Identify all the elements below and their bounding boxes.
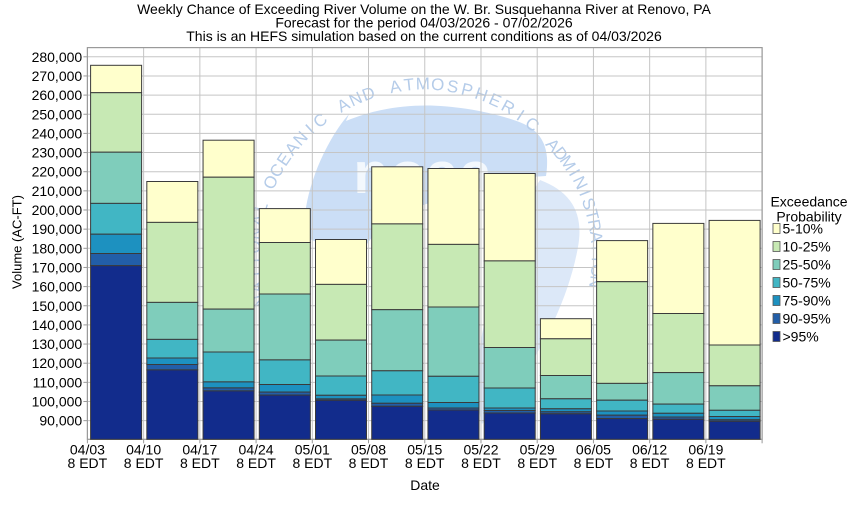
svg-text:05/08: 05/08 bbox=[351, 442, 386, 458]
svg-text:04/24: 04/24 bbox=[239, 442, 274, 458]
svg-text:8 EDT: 8 EDT bbox=[292, 455, 332, 471]
svg-text:90-95%: 90-95% bbox=[783, 311, 831, 327]
svg-text:75-90%: 75-90% bbox=[783, 293, 831, 309]
svg-text:04/10: 04/10 bbox=[126, 442, 161, 458]
svg-text:8 EDT: 8 EDT bbox=[180, 455, 220, 471]
svg-text:8 EDT: 8 EDT bbox=[517, 455, 557, 471]
svg-text:>95%: >95% bbox=[783, 329, 819, 345]
svg-text:04/03: 04/03 bbox=[70, 442, 105, 458]
svg-text:50-75%: 50-75% bbox=[783, 275, 831, 291]
svg-text:170,000: 170,000 bbox=[32, 259, 83, 275]
svg-text:130,000: 130,000 bbox=[32, 336, 83, 352]
svg-text:25-50%: 25-50% bbox=[783, 257, 831, 273]
svg-text:Volume (AC-FT): Volume (AC-FT) bbox=[10, 195, 25, 289]
svg-text:Probability: Probability bbox=[776, 208, 841, 224]
svg-text:Weekly Chance of Exceeding Riv: Weekly Chance of Exceeding River Volume … bbox=[137, 1, 711, 17]
svg-text:160,000: 160,000 bbox=[32, 279, 83, 295]
svg-text:280,000: 280,000 bbox=[32, 49, 83, 65]
svg-text:S: S bbox=[578, 195, 600, 212]
svg-text:8 EDT: 8 EDT bbox=[630, 455, 670, 471]
svg-text:M: M bbox=[415, 74, 430, 93]
svg-text:240,000: 240,000 bbox=[32, 125, 83, 141]
svg-text:8 EDT: 8 EDT bbox=[574, 455, 614, 471]
svg-text:110,000: 110,000 bbox=[33, 374, 83, 390]
svg-text:A: A bbox=[388, 76, 403, 97]
svg-text:06/12: 06/12 bbox=[632, 442, 667, 458]
svg-text:Forecast for the period 04/03/: Forecast for the period 04/03/2026 - 07/… bbox=[275, 15, 573, 31]
svg-text:260,000: 260,000 bbox=[32, 87, 83, 103]
svg-text:T: T bbox=[403, 75, 415, 95]
svg-text:05/22: 05/22 bbox=[463, 442, 498, 458]
svg-text:150,000: 150,000 bbox=[32, 298, 83, 314]
svg-text:250,000: 250,000 bbox=[32, 106, 83, 122]
svg-text:8 EDT: 8 EDT bbox=[124, 455, 164, 471]
svg-text:8 EDT: 8 EDT bbox=[461, 455, 501, 471]
svg-text:200,000: 200,000 bbox=[32, 202, 83, 218]
svg-text:05/01: 05/01 bbox=[295, 442, 330, 458]
svg-text:270,000: 270,000 bbox=[32, 68, 83, 84]
svg-text:I: I bbox=[575, 187, 594, 198]
svg-text:05/29: 05/29 bbox=[520, 442, 555, 458]
svg-text:140,000: 140,000 bbox=[32, 317, 83, 333]
svg-text:04/17: 04/17 bbox=[182, 442, 217, 458]
svg-text:Date: Date bbox=[410, 477, 440, 493]
svg-text:180,000: 180,000 bbox=[32, 240, 83, 256]
svg-text:190,000: 190,000 bbox=[32, 221, 83, 237]
svg-text:210,000: 210,000 bbox=[32, 183, 83, 199]
svg-text:10-25%: 10-25% bbox=[783, 239, 831, 255]
svg-text:8 EDT: 8 EDT bbox=[686, 455, 726, 471]
svg-text:90,000: 90,000 bbox=[39, 413, 82, 429]
svg-text:8 EDT: 8 EDT bbox=[236, 455, 276, 471]
svg-text:This is an HEFS simulation bas: This is an HEFS simulation based on the … bbox=[186, 28, 662, 44]
svg-text:06/19: 06/19 bbox=[688, 442, 723, 458]
svg-text:8 EDT: 8 EDT bbox=[68, 455, 108, 471]
svg-text:8 EDT: 8 EDT bbox=[349, 455, 389, 471]
svg-text:100,000: 100,000 bbox=[32, 394, 83, 410]
svg-text:T: T bbox=[581, 207, 602, 222]
svg-text:8 EDT: 8 EDT bbox=[405, 455, 445, 471]
svg-text:S: S bbox=[446, 77, 460, 97]
svg-text:O: O bbox=[431, 75, 445, 95]
svg-text:230,000: 230,000 bbox=[32, 145, 83, 161]
svg-text:5-10%: 5-10% bbox=[783, 221, 823, 237]
svg-text:Exceedance: Exceedance bbox=[770, 193, 847, 209]
svg-text:06/05: 06/05 bbox=[576, 442, 611, 458]
svg-text:120,000: 120,000 bbox=[32, 355, 83, 371]
svg-text:05/15: 05/15 bbox=[407, 442, 442, 458]
svg-text:220,000: 220,000 bbox=[32, 164, 83, 180]
